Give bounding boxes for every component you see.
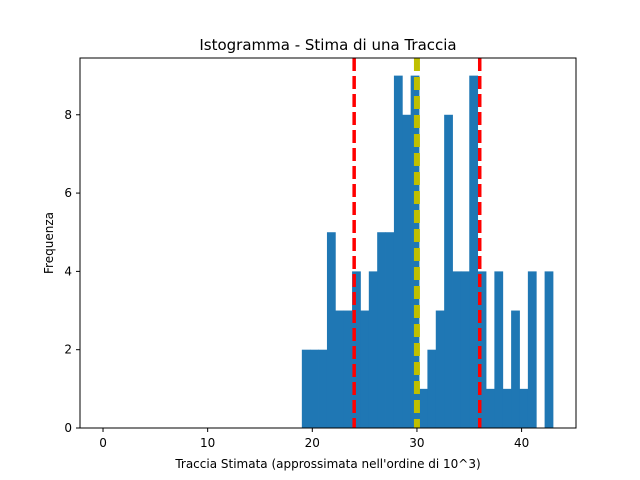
- x-tick-label: 20: [305, 436, 320, 450]
- histogram-bar: [301, 349, 311, 428]
- histogram-bar: [469, 75, 479, 428]
- histogram-bars: [301, 75, 554, 428]
- histogram-bar: [352, 271, 361, 428]
- histogram-bar: [435, 310, 445, 428]
- histogram-bar: [385, 232, 395, 428]
- histogram-bar: [368, 271, 378, 428]
- y-tick-label: 4: [64, 264, 72, 278]
- histogram-bar: [326, 232, 336, 428]
- histogram-bar: [494, 271, 504, 428]
- y-axis-ticks: 0 2 4 6 8: [64, 108, 80, 435]
- histogram-bar: [486, 388, 495, 428]
- histogram-bar: [544, 271, 554, 428]
- y-tick-label: 0: [64, 421, 72, 435]
- reference-lines: [352, 58, 482, 428]
- histogram-bar: [519, 388, 529, 428]
- histogram-bar: [444, 114, 453, 428]
- histogram-bar: [310, 349, 319, 428]
- histogram-bar: [427, 349, 437, 428]
- x-tick-label: 30: [409, 436, 424, 450]
- x-tick-label: 0: [99, 436, 107, 450]
- x-axis-ticks: 0 10 20 30 40: [99, 428, 529, 450]
- histogram-bar: [318, 349, 328, 428]
- histogram-bar: [335, 310, 345, 428]
- histogram-bar: [343, 310, 353, 428]
- y-tick-label: 8: [64, 108, 72, 122]
- histogram-bar: [377, 232, 386, 428]
- plot-frame: [79, 57, 577, 429]
- x-axis-label: Traccia Stimata (approssimata nell'ordin…: [174, 457, 480, 471]
- x-tick-label: 10: [200, 436, 215, 450]
- histogram-bar: [393, 75, 403, 428]
- histogram-bar: [460, 271, 470, 428]
- histogram-bar: [477, 271, 487, 428]
- histogram-bar: [360, 310, 370, 428]
- chart-title: Istogramma - Stima di una Traccia: [199, 36, 456, 54]
- histogram-bar: [452, 271, 462, 428]
- x-tick-label: 40: [514, 436, 529, 450]
- y-axis-label: Frequenza: [42, 212, 56, 274]
- y-tick-label: 2: [64, 343, 72, 357]
- histogram-bar: [419, 388, 428, 428]
- histogram-bar: [502, 388, 512, 428]
- y-tick-label: 6: [64, 186, 72, 200]
- histogram-bar: [402, 114, 412, 428]
- histogram-bar: [511, 310, 520, 428]
- histogram-bar: [527, 271, 537, 428]
